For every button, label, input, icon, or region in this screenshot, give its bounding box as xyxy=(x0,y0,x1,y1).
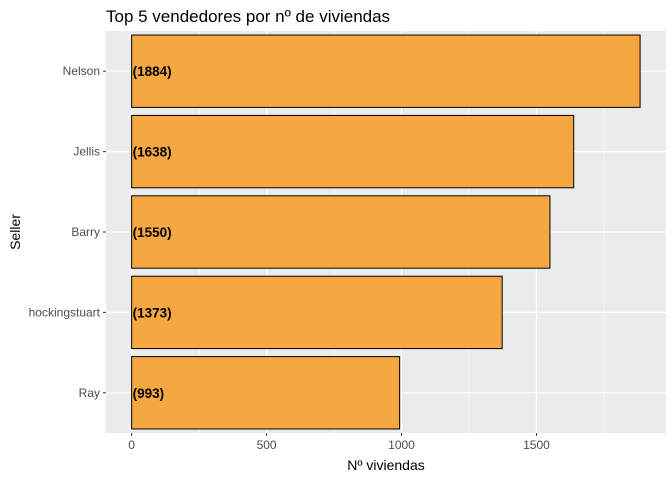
y-axis-title: Seller xyxy=(7,214,23,250)
y-tick-label: hockingstuart xyxy=(29,305,101,319)
bar xyxy=(131,195,551,269)
bar xyxy=(131,356,401,430)
x-tick-label: 1500 xyxy=(523,438,550,452)
y-tick-label: Barry xyxy=(71,225,100,239)
x-tick-label: 500 xyxy=(257,438,277,452)
y-tick-label: Nelson xyxy=(63,64,100,78)
bar-group xyxy=(131,34,641,430)
x-axis-ticks: 0 500 1000 1500 xyxy=(128,433,550,452)
y-axis-ticks: Nelson Jellis Barry hockingstuart Ray xyxy=(29,64,106,400)
bar xyxy=(131,34,641,108)
data-label: (993) xyxy=(133,386,165,401)
data-label: (1373) xyxy=(133,305,172,320)
y-tick-label: Ray xyxy=(79,386,100,400)
data-label: (1550) xyxy=(133,225,172,240)
bar xyxy=(131,275,503,350)
y-tick-label: Jellis xyxy=(73,145,100,159)
data-label-group: (1884) (1638) (1550) (1373) (993) xyxy=(133,64,172,401)
data-label: (1884) xyxy=(133,64,172,79)
x-tick-label: 0 xyxy=(128,438,135,452)
chart-title: Top 5 vendedores por nº de viviendas xyxy=(106,7,390,26)
x-tick-label: 1000 xyxy=(388,438,415,452)
x-axis-title: Nº viviendas xyxy=(347,457,424,473)
bar xyxy=(131,114,575,189)
data-label: (1638) xyxy=(133,145,172,160)
